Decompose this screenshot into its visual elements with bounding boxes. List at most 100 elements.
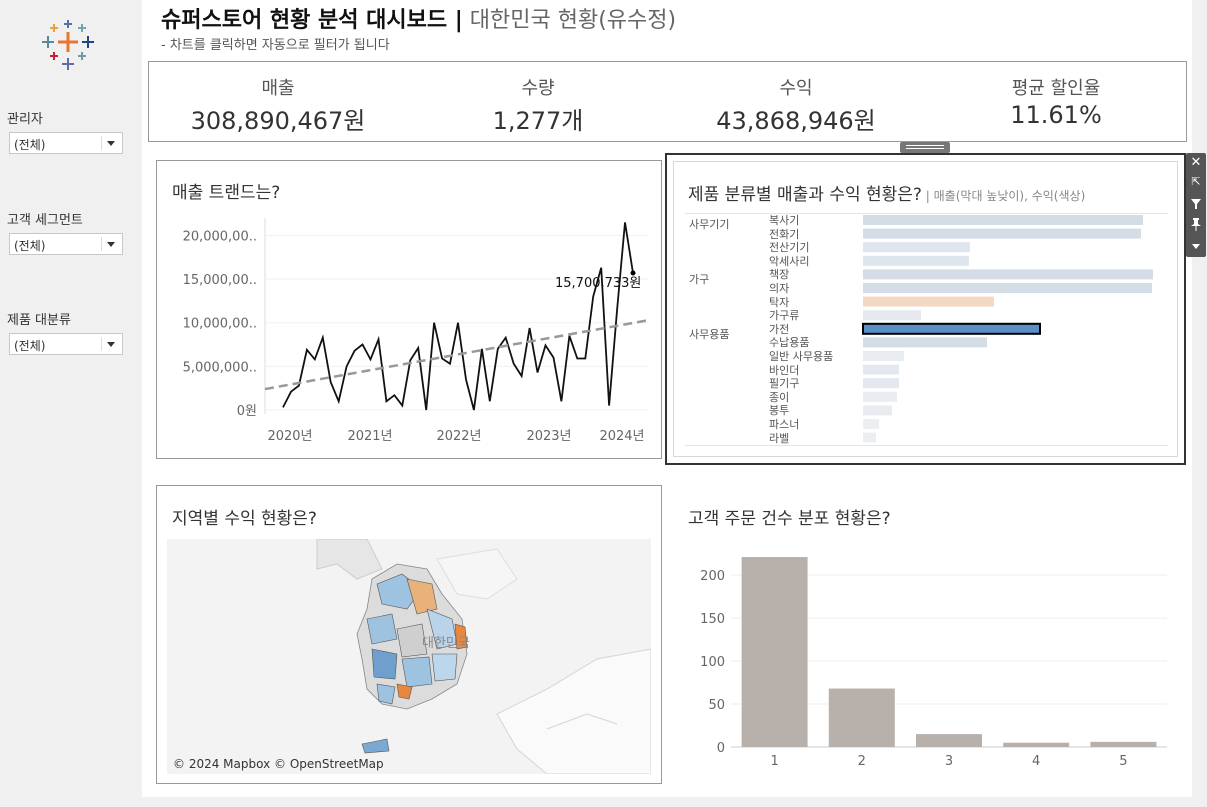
kpi-label-quantity: 수량 (521, 78, 555, 99)
filter-icon[interactable] (1191, 199, 1201, 209)
trend-chart[interactable]: 0원 5,000,000.. 10,000,00.. 15,000,00.. 20,00… (157, 210, 661, 455)
order-count-bar[interactable] (1090, 741, 1157, 747)
product-bar[interactable] (863, 378, 899, 389)
order-count-bar[interactable] (741, 557, 808, 747)
subcategory-label: 파스너 (769, 418, 800, 431)
product-bar[interactable] (863, 337, 987, 348)
product-bar[interactable] (863, 310, 921, 321)
divider (685, 445, 1168, 446)
y-tick-label: 0 (717, 741, 725, 756)
pin-icon[interactable] (1191, 218, 1201, 231)
panel-toolbar: ✕ ⇱ (1186, 153, 1206, 257)
trend-panel[interactable] (156, 160, 662, 459)
trend-regression-line (264, 318, 650, 391)
y-tick-label: 20,000,00.. (183, 229, 257, 244)
x-tick-label: 2022년 (436, 429, 481, 444)
product-bar[interactable] (863, 255, 969, 266)
kpi-value-profit: 43,868,946원 (716, 107, 876, 135)
kpi-label-profit: 수익 (779, 78, 813, 99)
dropdown-value: (전체) (14, 138, 46, 152)
trend-series-line[interactable] (282, 222, 634, 411)
product-panel[interactable] (665, 153, 1186, 465)
kpi-label-discount: 평균 할인율 (1011, 78, 1101, 99)
page-title-sub: 대한민국 현황(유수정) (462, 8, 677, 33)
dropdown-value: (전체) (14, 339, 46, 353)
product-bar[interactable] (863, 296, 994, 307)
product-bar[interactable] (862, 322, 1041, 335)
x-tick-label: 2021년 (347, 429, 392, 444)
product-bar[interactable] (863, 215, 1143, 225)
handle-line (906, 148, 944, 149)
subcategory-label: 전산기기 (769, 241, 810, 255)
subcategory-label: 의자 (769, 282, 790, 295)
sidebar: 관리자 (전체) 고객 세그먼트 (전체) 제품 대분류 (전체) (0, 0, 142, 807)
kpi-value-quantity: 1,277개 (492, 107, 584, 135)
product-bar-chart[interactable] (860, 213, 1160, 445)
x-tick-label: 2023년 (526, 429, 571, 444)
subcategory-label: 필기구 (769, 377, 800, 391)
chevron-down-icon (107, 342, 115, 347)
subcategory-label: 복사기 (769, 214, 800, 227)
chevron-down-icon (107, 141, 115, 146)
product-bar[interactable] (863, 364, 899, 375)
x-tick-label: 2024년 (599, 429, 644, 444)
segment-filter-dropdown[interactable]: (전체) (9, 233, 123, 255)
filter-label-segment: 고객 세그먼트 (7, 213, 83, 228)
tableau-logo-icon (42, 20, 94, 70)
category-label-office-machines: 사무기기 (689, 218, 730, 231)
y-tick-label: 100 (700, 655, 725, 670)
product-bar[interactable] (863, 283, 1152, 293)
close-icon[interactable]: ✕ (1190, 155, 1202, 170)
product-bar[interactable] (863, 269, 1153, 280)
x-tick-label: 5 (1119, 754, 1127, 769)
subcategory-label: 가구류 (769, 309, 800, 323)
dropdown-value: (전체) (14, 239, 46, 253)
y-tick-label: 50 (708, 698, 725, 713)
subcategory-label: 가전 (769, 322, 790, 336)
region-map[interactable]: 대한민국 © 2024 Mapbox © OpenStreetMap (167, 539, 651, 774)
dropdown-divider (101, 337, 102, 351)
drag-handle[interactable] (900, 142, 950, 153)
product-bar[interactable] (863, 432, 876, 443)
divider (685, 213, 1168, 214)
subcategory-label: 책장 (769, 268, 790, 282)
category-filter-dropdown[interactable]: (전체) (9, 333, 123, 355)
subcategory-label: 탁자 (769, 295, 790, 309)
map-title: 지역별 수익 현황은? (172, 509, 317, 529)
orders-bar-chart[interactable]: 0 50 100 150 200 1 2 3 4 5 (665, 535, 1185, 775)
product-bar[interactable] (863, 391, 897, 402)
product-bar[interactable] (863, 419, 879, 429)
category-label-furniture: 가구 (689, 273, 710, 286)
subcategory-label: 수납용품 (769, 336, 810, 350)
product-bar[interactable] (863, 405, 892, 416)
order-count-bar[interactable] (1003, 742, 1070, 747)
map-attribution[interactable]: © 2024 Mapbox © OpenStreetMap (173, 757, 384, 771)
trend-title: 매출 트랜드는? (172, 183, 281, 203)
product-bar[interactable] (863, 351, 904, 361)
order-count-bar[interactable] (916, 734, 982, 747)
subcategory-label: 일반 사무용품 (769, 350, 834, 363)
y-tick-label: 150 (700, 612, 725, 627)
chevron-down-icon[interactable] (1192, 244, 1200, 249)
y-tick-label: 15,000,00.. (183, 273, 257, 288)
product-bar[interactable] (863, 242, 970, 253)
kpi-label-sales: 매출 (261, 78, 295, 99)
product-title-note: | 매출(막대 높낮이), 수익(색상) (921, 189, 1086, 203)
subcategory-label: 라벨 (769, 431, 790, 445)
y-tick-label: 5,000,000.. (183, 360, 257, 375)
trend-point[interactable] (630, 270, 636, 276)
last-value-label: 15,700,733원 (555, 276, 641, 291)
manager-filter-dropdown[interactable]: (전체) (9, 132, 123, 154)
open-external-icon[interactable]: ⇱ (1191, 175, 1201, 188)
map-country-label: 대한민국 (422, 636, 470, 651)
handle-line (906, 145, 944, 146)
y-tick-label: 200 (700, 569, 725, 584)
product-title-main: 제품 분류별 매출과 수익 현황은? (688, 185, 922, 205)
kpi-panel[interactable] (148, 61, 1187, 142)
product-bar[interactable] (863, 228, 1141, 239)
x-tick-label: 4 (1032, 754, 1040, 769)
x-tick-label: 3 (945, 754, 953, 769)
y-tick-label: 0원 (237, 404, 257, 419)
order-count-bar[interactable] (828, 688, 895, 747)
category-label-office-supplies: 사무용품 (689, 328, 730, 341)
